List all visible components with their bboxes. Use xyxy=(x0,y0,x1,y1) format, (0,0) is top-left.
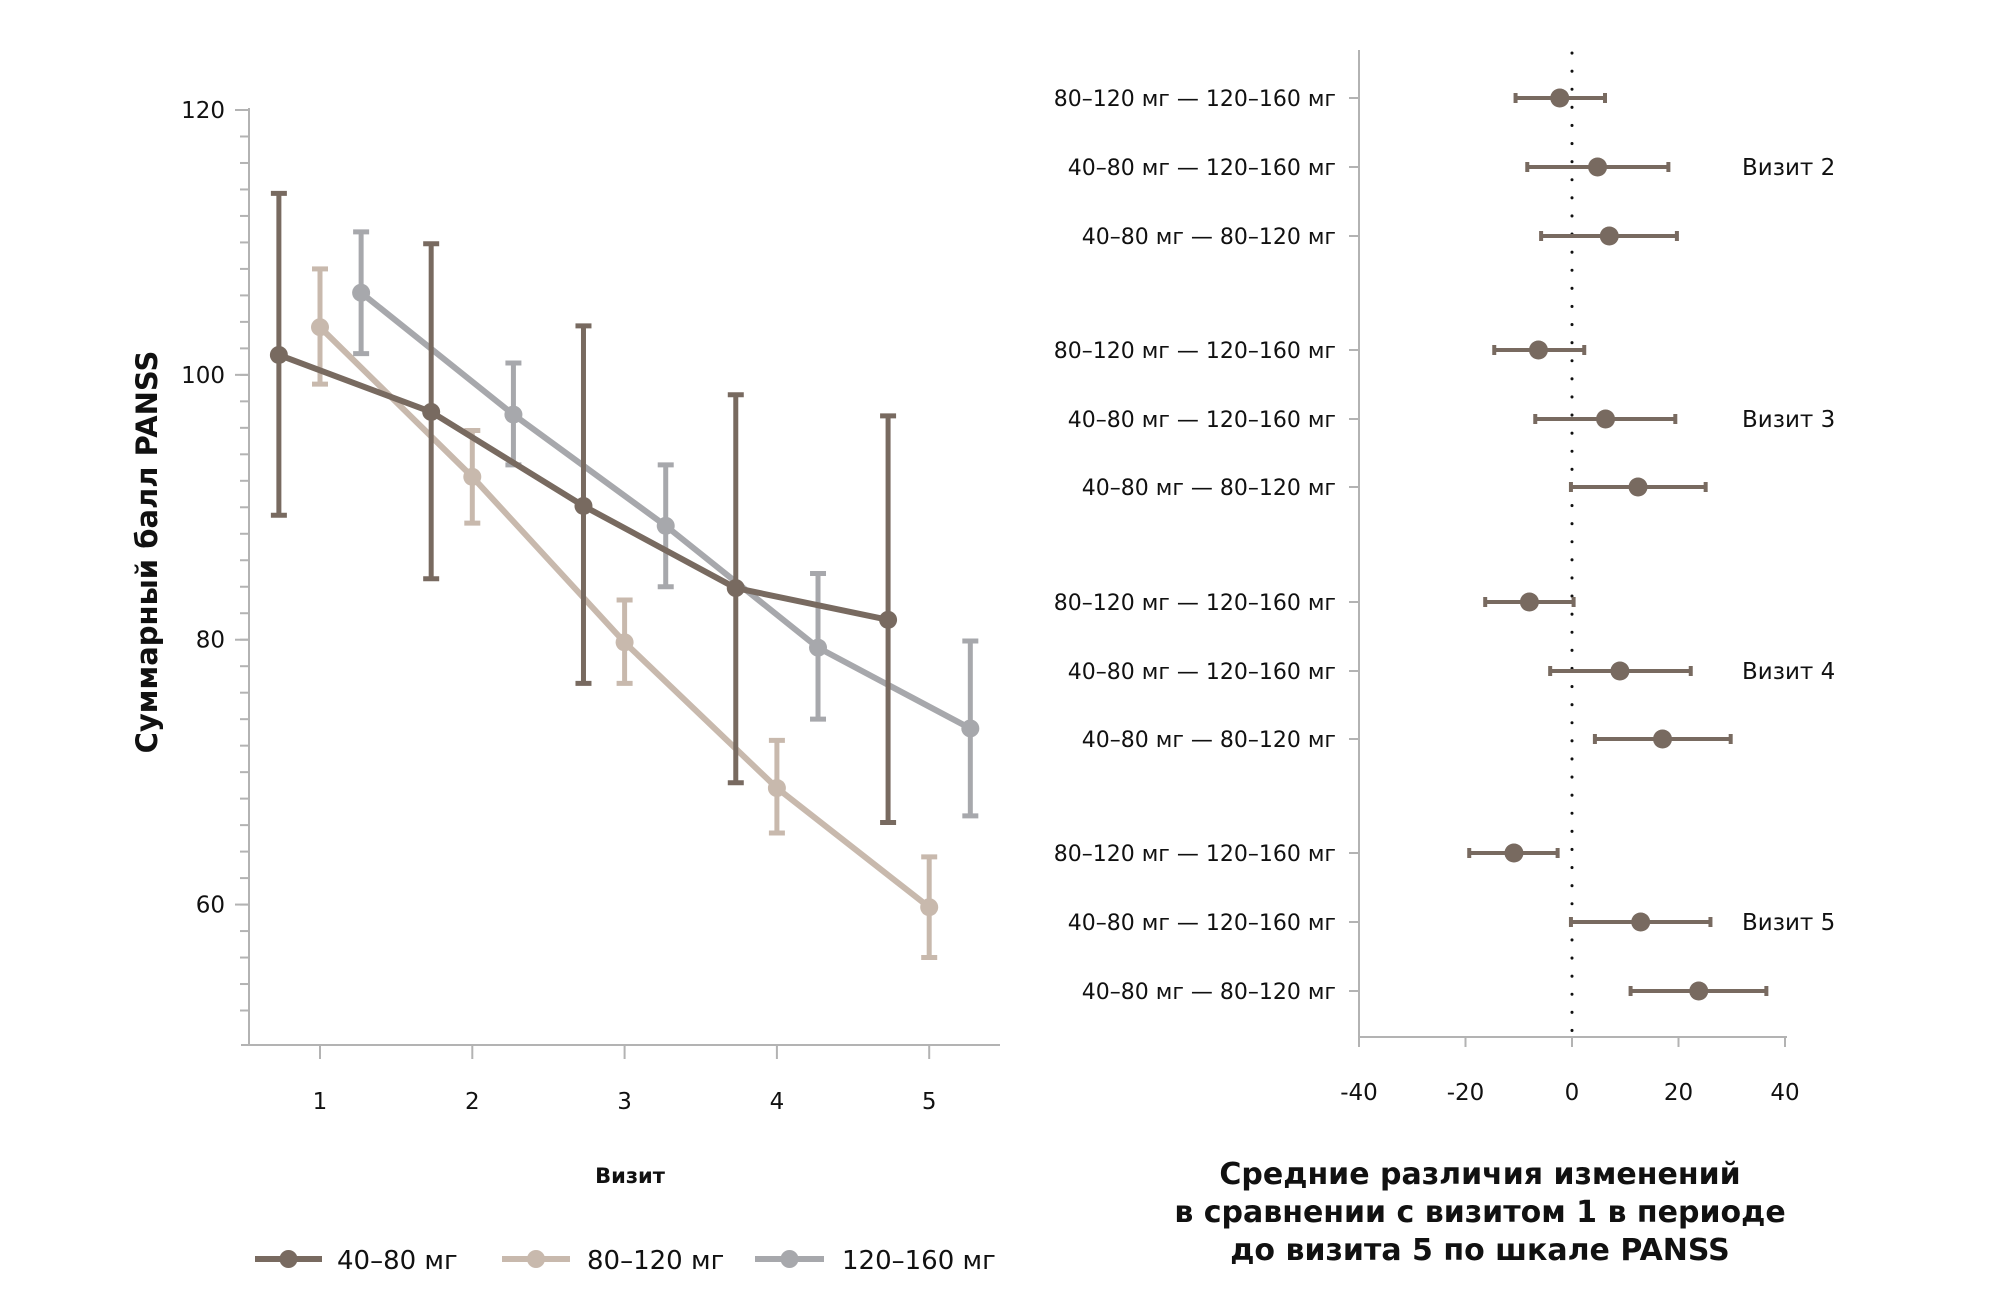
forest-row: 80–120 мг — 120–160 мг xyxy=(1054,591,1576,616)
visit-group-label: Визит 2 xyxy=(1742,155,1835,181)
forest-title-line-2: в сравнении с визитом 1 в периоде xyxy=(1174,1195,1786,1230)
data-point xyxy=(269,345,288,364)
y-tick-label: 60 xyxy=(196,893,225,919)
forest-title-line-1: Средние различия изменений xyxy=(1219,1157,1741,1192)
data-point xyxy=(879,610,898,629)
legend: 40–80 мг 80–120 мг 120–160 мг xyxy=(255,1246,996,1276)
panss-line-chart: 60 80 100 120 1 2 3 4 5 Суммарный балл PANSS Виз… xyxy=(130,98,1000,1276)
forest-row-label: 40–80 мг — 120–160 мг xyxy=(1068,408,1336,433)
legend-label: 40–80 мг xyxy=(337,1246,458,1276)
forest-x-tick-label: 20 xyxy=(1664,1080,1693,1106)
data-point xyxy=(767,779,786,798)
y-tick-label: 120 xyxy=(181,98,225,124)
forest-plot-title: Средние различия изменений в сравнении с… xyxy=(1110,1156,1850,1270)
legend-swatch-marker xyxy=(780,1250,799,1268)
x-tick-label: 5 xyxy=(922,1089,937,1115)
forest-row: 40–80 мг — 120–160 мг xyxy=(1068,408,1678,433)
forest-row-label: 40–80 мг — 80–120 мг xyxy=(1082,980,1336,1005)
forest-row: 40–80 мг — 80–120 мг xyxy=(1082,225,1679,250)
mean-difference-point xyxy=(1628,477,1648,497)
forest-x-tick-label: 40 xyxy=(1770,1080,1799,1106)
legend-label: 120–160 мг xyxy=(842,1246,996,1276)
mean-difference-point xyxy=(1689,981,1709,1001)
forest-row: 40–80 мг — 80–120 мг xyxy=(1082,728,1733,753)
mean-difference-point xyxy=(1588,157,1608,177)
visit-group-label: Визит 4 xyxy=(1742,659,1835,685)
forest-row-label: 80–120 мг — 120–160 мг xyxy=(1054,842,1336,867)
forest-x-tick-label: 0 xyxy=(1565,1080,1580,1106)
forest-group: 80–120 мг — 120–160 мг 40–80 мг — 120–160… xyxy=(1054,339,1708,501)
legend-item: 40–80 мг xyxy=(255,1246,458,1276)
forest-x-tick-label: -20 xyxy=(1447,1080,1485,1106)
series-120-160 xyxy=(352,229,980,819)
mean-difference-point xyxy=(1519,592,1539,612)
forest-row: 40–80 мг — 120–160 мг xyxy=(1068,156,1671,181)
mean-difference-point xyxy=(1631,912,1651,932)
forest-rows: 80–120 мг — 120–160 мг 40–80 мг — 120–160… xyxy=(1054,87,1769,1005)
forest-row-label: 40–80 мг — 80–120 мг xyxy=(1082,225,1336,250)
y-axis-title: Суммарный балл PANSS xyxy=(130,351,164,754)
legend-swatch-marker xyxy=(527,1250,545,1268)
forest-row: 40–80 мг — 80–120 мг xyxy=(1082,476,1708,501)
mean-difference-point xyxy=(1528,340,1548,360)
forest-axes: -40 -20 0 20 40 xyxy=(1340,50,1800,1106)
mean-difference-point xyxy=(1550,88,1570,108)
mean-difference-point xyxy=(1596,409,1616,429)
forest-row: 80–120 мг — 120–160 мг xyxy=(1054,87,1608,112)
forest-row: 80–120 мг — 120–160 мг xyxy=(1054,339,1587,364)
data-point xyxy=(463,467,482,486)
line-chart-ticks: 60 80 100 120 1 2 3 4 5 xyxy=(181,98,936,1115)
data-point xyxy=(574,496,593,515)
forest-row-label: 80–120 мг — 120–160 мг xyxy=(1054,591,1336,616)
mean-difference-point xyxy=(1599,226,1619,246)
x-tick-label: 4 xyxy=(770,1089,785,1115)
legend-label: 80–120 мг xyxy=(587,1246,724,1276)
data-point xyxy=(809,638,828,657)
forest-row: 40–80 мг — 80–120 мг xyxy=(1082,980,1769,1005)
series-40-80 xyxy=(269,190,898,825)
data-point xyxy=(311,318,329,337)
y-tick-label: 80 xyxy=(196,628,225,654)
mean-difference-point xyxy=(1653,729,1673,749)
forest-group: 80–120 мг — 120–160 мг 40–80 мг — 120–160… xyxy=(1054,87,1679,250)
data-point xyxy=(352,283,371,302)
x-axis-title: Визит xyxy=(595,1164,666,1188)
data-point xyxy=(726,579,745,598)
forest-row-label: 40–80 мг — 120–160 мг xyxy=(1068,911,1336,936)
data-point xyxy=(961,719,980,738)
legend-swatch-marker xyxy=(279,1250,298,1268)
forest-row-label: 80–120 мг — 120–160 мг xyxy=(1054,87,1336,112)
series-80-120 xyxy=(311,266,939,961)
legend-item: 120–160 мг xyxy=(755,1246,996,1276)
data-point xyxy=(504,405,523,424)
x-tick-label: 1 xyxy=(313,1089,328,1115)
forest-group: 80–120 мг — 120–160 мг 40–80 мг — 120–160… xyxy=(1054,591,1733,753)
forest-row-label: 40–80 мг — 120–160 мг xyxy=(1068,660,1336,685)
x-tick-label: 2 xyxy=(465,1089,480,1115)
legend-item: 80–120 мг xyxy=(502,1246,724,1276)
forest-title-line-3: до визита 5 по шкале PANSS xyxy=(1230,1233,1730,1268)
forest-row-label: 40–80 мг — 80–120 мг xyxy=(1082,728,1336,753)
data-point xyxy=(422,402,441,421)
x-tick-label: 3 xyxy=(617,1089,632,1115)
visit-group-label: Визит 3 xyxy=(1742,407,1835,433)
forest-row: 40–80 мг — 120–160 мг xyxy=(1068,911,1713,936)
data-point xyxy=(920,898,939,917)
forest-group-labels: Визит 2 Визит 3 Визит 4 Визит 5 xyxy=(1742,155,1835,936)
forest-x-tick-label: -40 xyxy=(1340,1080,1378,1106)
forest-group: 80–120 мг — 120–160 мг 40–80 мг — 120–160… xyxy=(1054,842,1769,1005)
data-point xyxy=(615,633,634,652)
forest-row: 80–120 мг — 120–160 мг xyxy=(1054,842,1560,867)
forest-row-label: 40–80 мг — 120–160 мг xyxy=(1068,156,1336,181)
line-chart-series xyxy=(269,190,980,961)
forest-row: 40–80 мг — 120–160 мг xyxy=(1068,660,1693,685)
mean-difference-point xyxy=(1610,661,1630,681)
data-point xyxy=(656,516,675,535)
visit-group-label: Визит 5 xyxy=(1742,910,1835,936)
line-chart-axes xyxy=(241,108,1000,1046)
forest-row-label: 40–80 мг — 80–120 мг xyxy=(1082,476,1336,501)
mean-difference-point xyxy=(1504,843,1524,863)
y-tick-label: 100 xyxy=(181,363,225,389)
forest-row-label: 80–120 мг — 120–160 мг xyxy=(1054,339,1336,364)
